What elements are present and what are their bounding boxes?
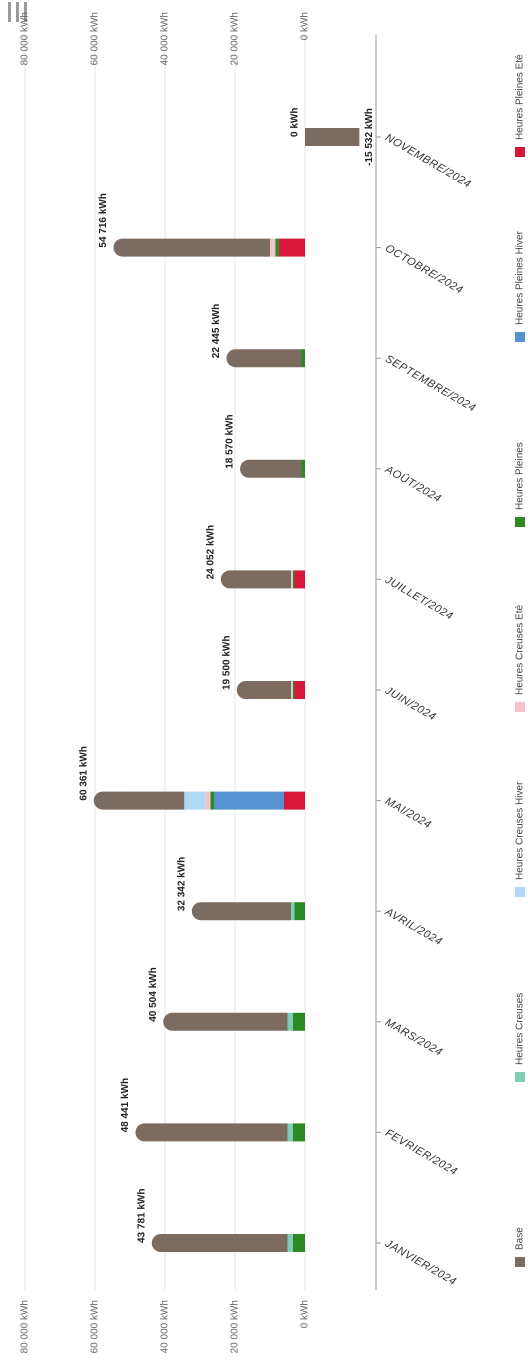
bar-segment-heures-pleines [294,902,305,921]
bar-segment-heures-pleines [292,1234,305,1252]
bar-negative-label: -15 532 kWh [364,108,375,166]
value-axis-tick-label-bottom: 40 000 kWh [160,1300,171,1353]
bar-segment-heures-creuses [291,902,295,921]
legend-label: Base [515,1227,526,1250]
bar-segment-heures-pleines [210,791,214,810]
bar-total-label: 24 052 kWh [205,525,216,579]
bar-segment-heures-pleines-et- [278,238,305,257]
legend-label: Heures Pleines [515,442,526,510]
value-axis-tick-label-bottom: 80 000 kWh [20,1300,31,1353]
bar-total-label: 40 504 kWh [148,967,159,1021]
bar-segment-base [135,1123,288,1142]
legend-swatch [515,332,525,342]
bar-total-label: 54 716 kWh [98,193,109,247]
category-label: AOÛT/2024 [382,462,444,505]
category-label: AVRIL/2024 [382,905,444,948]
value-axis-tick-label-bottom: 60 000 kWh [90,1300,101,1353]
bar-segment-heures-creuses-et- [291,570,293,589]
bar-segment-heures-creuses [287,1123,293,1142]
legend-swatch [515,887,525,897]
bar-segment-heures-creuses-hiver [184,791,206,810]
legend-label: Heures Creuses Eté [515,605,526,695]
bar-total-label: 48 441 kWh [120,1078,131,1132]
bar-segment-base [163,1012,288,1031]
value-axis-tick-label-top: 20 000 kWh [230,12,241,65]
bar-total-label: 32 342 kWh [176,857,187,911]
bar-segment-heures-creuses [287,1234,293,1252]
bar-segment-base [220,570,291,589]
bar-segment-base [151,1234,288,1252]
bar-segment-heures-pleines-et- [294,681,305,699]
bar-total-label: 60 361 kWh [78,746,89,800]
category-label: JUILLET/2024 [382,574,455,623]
value-axis-tick-label-top: 40 000 kWh [160,12,171,65]
bar-segment-base [240,459,302,478]
bar-segment-base [93,791,185,810]
category-label: MAI/2024 [383,795,433,831]
bar-segment-heures-pleines-et- [284,791,305,810]
category-label: SEPTEMBRE/2024 [383,353,478,415]
bar-segment-base [226,349,302,368]
legend-label: Heures Creuses [515,993,526,1065]
legend-swatch [515,702,525,712]
value-axis-tick-label-top: 80 000 kWh [20,12,31,65]
value-axis-tick-label-bottom: 0 kWh [300,1300,311,1328]
bar-segment-heures-pleines [292,570,295,589]
bar-segment-heures-creuses-et- [291,681,293,699]
bar-segment-heures-pleines [301,459,305,478]
bar-total-label: 18 570 kWh [225,414,236,468]
legend-label: Heures Creuses Hiver [515,781,526,880]
bar-segment-heures-pleines [275,238,279,257]
category-label: JANVIER/2024 [382,1237,458,1288]
bar-segment-base [236,681,291,699]
category-label: JUIN/2024 [382,684,438,723]
bar-total-label: 43 781 kWh [136,1189,147,1243]
bar-segment-heures-pleines [292,681,295,699]
bar-total-label: 22 445 kWh [211,304,222,358]
value-axis-tick-label-top: 0 kWh [300,12,311,40]
category-label: FEVRIER/2024 [383,1127,459,1178]
bar-segment-heures-pleines [292,1123,305,1142]
bar-segment-heures-creuses [287,1012,293,1031]
bar-segment-heures-pleines [301,349,305,368]
bar-segment-negative [305,128,360,146]
bar-segment-heures-pleines-hiver [214,791,284,810]
bar-segment-base [191,902,291,921]
bar-segment-heures-pleines-et- [294,570,305,589]
legend-swatch [515,1257,525,1267]
bar-segment-heures-creuses-et- [270,238,276,257]
bar-segment-heures-creuses-et- [205,791,211,810]
value-axis-tick-label-top: 60 000 kWh [90,12,101,65]
legend-swatch [515,1072,525,1082]
legend-swatch [515,147,525,157]
legend-label: Heures Pleines Hiver [515,230,526,325]
category-label: MARS/2024 [383,1017,444,1059]
bar-total-label: 0 kWh [290,108,301,137]
bar-segment-base [113,238,270,257]
legend-swatch [515,517,525,527]
bar-segment-heures-pleines [292,1012,305,1031]
category-label: NOVEMBRE/2024 [383,132,473,191]
bar-total-label: 19 500 kWh [221,636,232,690]
category-label: OCTOBRE/2024 [383,242,465,296]
hamburger-menu-icon[interactable] [6,2,30,22]
legend-label: Heures Pleines Eté [515,54,526,140]
value-axis-tick-label-bottom: 20 000 kWh [230,1300,241,1353]
